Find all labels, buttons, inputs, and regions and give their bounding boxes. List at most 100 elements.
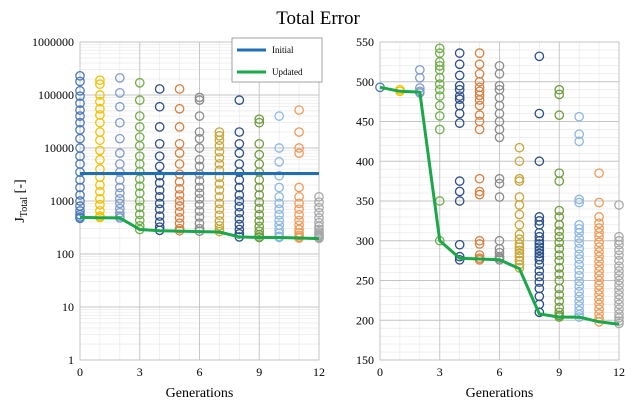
scatter-point (75, 117, 85, 128)
scatter-point (554, 296, 565, 307)
scatter-point (594, 280, 604, 291)
scatter-point (454, 176, 465, 186)
scatter-point (474, 235, 485, 246)
scatter-point (254, 197, 265, 208)
right-linear-chart: 150 200 250 300 350 400 450 500 550 0 3 6 9 12 Generat… (356, 35, 625, 401)
scatter-point (494, 132, 505, 143)
scatter-point (514, 200, 525, 210)
scatter-point (194, 212, 205, 222)
scatter-point (294, 220, 304, 231)
scatter-point (95, 186, 105, 197)
scatter-point (194, 143, 205, 153)
scatter-point (594, 266, 604, 276)
y-tick-label: 250 (356, 274, 374, 288)
line-updated (379, 85, 620, 326)
scatter-point (234, 148, 245, 158)
scatter-point (594, 197, 604, 208)
line-updated (79, 215, 320, 241)
scatter-point (194, 111, 205, 121)
y-tick-label: 200 (356, 313, 374, 327)
scatter-point (534, 51, 545, 62)
scatter-point (274, 143, 285, 153)
scatter-point (95, 193, 105, 204)
scatter-point (434, 84, 445, 95)
scatter-point (454, 251, 465, 262)
scatter-point (434, 60, 445, 71)
scatter-point (614, 235, 624, 246)
scatter-point (434, 79, 445, 89)
scatter-point (274, 215, 285, 226)
scatter-point (594, 168, 604, 179)
scatter-point (75, 105, 85, 115)
scatter-point (554, 220, 565, 230)
y-tick-label: 10000 (44, 141, 74, 155)
scatter-point (114, 193, 125, 204)
scatter-point (174, 196, 185, 206)
scatter-point (234, 175, 245, 185)
scatter-point (194, 175, 205, 186)
scatter-point (194, 154, 205, 165)
scatter-point (434, 72, 445, 83)
scatter-point (554, 110, 565, 120)
scatter-point (254, 216, 265, 226)
scatter-point (574, 249, 585, 260)
scatter-point (314, 191, 324, 202)
scatter-point (114, 175, 125, 185)
scatter-point (134, 181, 145, 192)
scatter-point (174, 122, 185, 132)
scatter-point (154, 211, 165, 221)
scatter-point (294, 198, 304, 209)
scatter-point (234, 196, 245, 206)
scatter-point (234, 214, 245, 224)
scatter-point (95, 117, 105, 128)
scatter-point (114, 188, 125, 199)
y-tick-label: 300 (356, 234, 374, 248)
scatter-point (554, 269, 565, 279)
scatter-point (554, 231, 565, 242)
x-tick-label: 6 (197, 365, 203, 379)
scatter-point (75, 133, 85, 144)
scatter-point (95, 79, 105, 90)
scatter-point (494, 247, 505, 258)
scatter-point (534, 231, 545, 242)
x-tick-label: 3 (137, 365, 143, 379)
scatter-point (614, 250, 624, 260)
scatter-point (154, 151, 165, 162)
scatter-point (614, 313, 624, 323)
scatter-point (494, 178, 505, 189)
scatter-point (154, 191, 165, 202)
scatter-point (75, 91, 85, 102)
scatter-point (194, 95, 205, 105)
scatter-point (554, 283, 565, 294)
scatter-point (134, 202, 145, 213)
x-tick-label: 12 (313, 365, 325, 379)
scatter-point (554, 205, 565, 216)
scatter-point (554, 262, 565, 273)
scatter-point (534, 216, 545, 226)
scatter-point (594, 227, 604, 238)
scatter-point (294, 148, 304, 158)
scatter-point (214, 153, 225, 163)
scatter-point (554, 289, 565, 300)
scatter-point (294, 215, 304, 226)
scatter-point (174, 148, 185, 158)
scatter-point (514, 220, 525, 230)
scatter-point (234, 207, 245, 218)
scatter-point (614, 270, 624, 281)
scatter-point (134, 166, 145, 177)
scatter-point (254, 114, 265, 125)
scatter-point (514, 248, 525, 259)
scatter-point (254, 190, 265, 200)
scatter-point (594, 231, 604, 242)
scatter-point (114, 148, 125, 158)
scatter-point (594, 289, 604, 300)
scatter-point (534, 307, 545, 318)
scatter-point (474, 124, 485, 135)
scatter-point (134, 209, 145, 220)
scatter-point (454, 196, 465, 206)
scatter-point (574, 291, 585, 302)
scatter-point (214, 140, 225, 151)
scatter-point (454, 84, 465, 95)
scatter-point (234, 219, 245, 230)
scatter-point (194, 206, 205, 216)
